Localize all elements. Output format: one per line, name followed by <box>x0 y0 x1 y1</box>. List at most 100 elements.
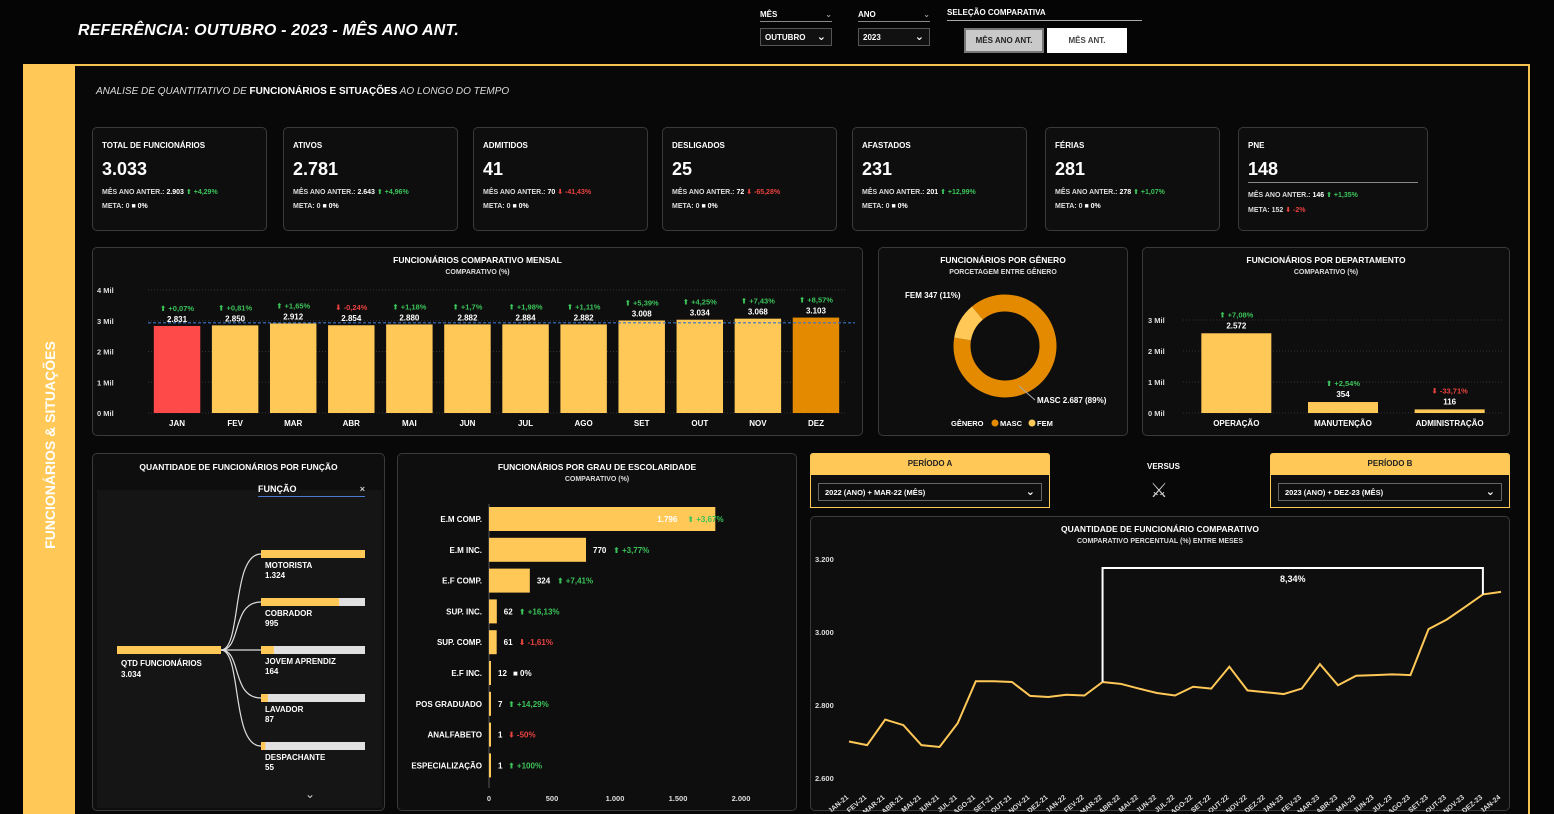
tree-node-bar <box>261 742 266 750</box>
periodo-b-box: 2023 (ANO) + DEZ-23 (MÊS) ⌄ <box>1270 475 1510 508</box>
year-filter-label: ANO <box>858 10 876 19</box>
trend-card: QUANTIDADE DE FUNCIONÁRIO COMPARATIVO CO… <box>810 516 1510 812</box>
x-tick-label: MANUTENÇÃO <box>1314 419 1372 428</box>
bar-escolaridade <box>489 537 587 562</box>
kpi-meta: META: 0 ■ 0% <box>672 203 718 210</box>
y-tick-label: E.F INC. <box>451 669 482 678</box>
segment-mes-ant-button[interactable]: MÊS ANT. <box>1047 28 1127 53</box>
funcao-filter[interactable]: FUNÇÃO × <box>258 484 365 497</box>
chevron-down-icon: ⌄ <box>305 787 315 801</box>
funcao-card: QUANTIDADE DE FUNCIONÁRIOS POR FUNÇÃO QT… <box>92 453 385 811</box>
kpi-value: 231 <box>862 159 893 179</box>
bar-escolaridade <box>489 722 491 747</box>
bar-escolaridade <box>489 507 716 531</box>
bar-pct-label: ⬆ +1,65% <box>276 301 310 310</box>
x-tick-label: NOV <box>749 419 767 428</box>
dept-chart: 3 Mil 2 Mil 1 Mil 0 Mil 2.572 ⬆ +7,08% OPERAÇÃ… <box>1148 310 1503 428</box>
funcao-filter-label: FUNÇÃO <box>258 484 297 494</box>
crossed-swords-icon: ⚔ <box>1150 480 1168 502</box>
tree-node-label: DESPACHANTE <box>265 753 326 762</box>
segment-mes-ano-ant-button[interactable]: MÊS ANO ANT. <box>964 28 1044 53</box>
tree-node-value: 87 <box>265 715 274 724</box>
x-tick-label: ABR <box>343 419 361 428</box>
bar-value-label: 1.796 <box>657 515 678 524</box>
bar-value-label: 3.008 <box>632 310 653 319</box>
bar-value-label: 324 <box>537 577 551 586</box>
tree-link <box>220 649 262 699</box>
fem-label: FEM 347 (11%) <box>905 291 961 300</box>
y-tick-label: SUP. INC. <box>446 607 482 616</box>
y-tick-label: 0 Mil <box>97 409 114 418</box>
periodo-a-box: 2022 (ANO) + MAR-22 (MÊS) ⌄ <box>810 475 1050 508</box>
y-tick-label: 2 Mil <box>97 348 114 357</box>
escolaridade-card: FUNCIONÁRIOS POR GRAU DE ESCOLARIDADE CO… <box>397 453 797 811</box>
comparison-selection-label: SELEÇÃO COMPARATIVA <box>947 8 1142 21</box>
periodo-a-select[interactable]: 2022 (ANO) + MAR-22 (MÊS) ⌄ <box>818 483 1042 501</box>
periodo-a-value: 2022 (ANO) + MAR-22 (MÊS) <box>825 488 926 497</box>
year-filter[interactable]: ANO ⌄ 2023 ⌄ <box>858 10 930 46</box>
bar-value-label: 12 <box>498 669 507 678</box>
bar-pct-label: ⬆ +0,81% <box>218 303 252 312</box>
kpi-comparison: MÊS ANO ANTER.: 2.903 ⬆ +4,29% <box>102 189 218 196</box>
bar-value-label: 2.882 <box>574 313 595 322</box>
bar-pct-label: ⬆ +1,11% <box>567 302 601 311</box>
y-tick-label: 4 Mil <box>97 286 114 295</box>
tree-node-label: JOVEM APRENDIZ <box>265 657 336 666</box>
kpi-card: ADMITIDOS 41 MÊS ANO ANTER.: 70 ⬇ -41,43… <box>473 127 648 231</box>
close-icon[interactable]: × <box>359 484 365 494</box>
bar-pct-label: ⬆ +2,54% <box>1326 379 1360 388</box>
x-tick-label: 2.000 <box>732 794 751 803</box>
bar-value-label: 61 <box>504 638 513 647</box>
tree-node-label: LAVADOR <box>265 705 304 714</box>
chevron-down-icon: ⌄ <box>914 31 924 43</box>
bar-value-label: 770 <box>593 546 607 555</box>
month-filter[interactable]: MÊS ⌄ OUTUBRO ⌄ <box>760 10 832 46</box>
kpi-value: 148 <box>1248 159 1418 183</box>
bar-value-label: 3.068 <box>748 308 769 317</box>
tree-root-bar <box>117 646 221 654</box>
kpi-comparison: MÊS ANO ANTER.: 2.643 ⬆ +4,96% <box>293 189 409 196</box>
bar-dept <box>1308 402 1378 413</box>
y-tick-label: 1 Mil <box>1148 378 1165 387</box>
x-tick-label: 1.500 <box>669 794 688 803</box>
tree-node-value: 1.324 <box>265 571 286 580</box>
bar-jul <box>502 324 549 413</box>
chevron-down-icon: ⌄ <box>1025 486 1035 498</box>
bar-dept <box>1414 409 1485 413</box>
period-diff-label: 8,34% <box>1280 574 1306 584</box>
year-select[interactable]: 2023 ⌄ <box>858 28 930 46</box>
bar-set <box>618 320 665 413</box>
kpi-meta: META: 0 ■ 0% <box>862 203 908 210</box>
kpi-comparison: MÊS ANO ANTER.: 72 ⬇ -65,28% <box>672 189 781 196</box>
tree-node-bar <box>261 646 274 654</box>
x-tick-label: DEZ <box>808 419 824 428</box>
side-label: FUNCIONÁRIOS & SITUAÇÕES <box>42 341 58 549</box>
dept-chart-card: FUNCIONÁRIOS POR DEPARTAMENTO COMPARATIV… <box>1142 247 1510 436</box>
kpi-meta: META: 0 ■ 0% <box>293 203 339 210</box>
bar-mar <box>269 323 317 413</box>
x-tick-label: JUN <box>459 419 475 428</box>
bar-abr <box>328 325 375 413</box>
kpi-card: FÉRIAS 281 MÊS ANO ANTER.: 278 ⬆ +1,07% … <box>1045 127 1220 231</box>
bar-mai <box>386 324 433 413</box>
bar-value-label: 2.882 <box>457 313 478 322</box>
side-bar <box>23 64 75 814</box>
bar-pct-label: ⬆ +5,39% <box>625 299 659 308</box>
kpi-title: DESLIGADOS <box>672 141 725 150</box>
bar-escolaridade <box>489 691 491 716</box>
y-tick-label: 3.200 <box>815 555 834 564</box>
bar-value-label: 354 <box>1336 390 1350 399</box>
kpi-title: ADMITIDOS <box>483 141 528 150</box>
bar-pct-label: ⬆ +1,7% <box>453 302 483 311</box>
y-tick-label: ESPECIALIZAÇÃO <box>411 761 482 770</box>
kpi-value: 25 <box>672 159 693 179</box>
bar-escolaridade <box>489 661 491 685</box>
y-tick-label: E.M COMP. <box>440 515 482 524</box>
periodo-b-header: PERÍODO B <box>1270 453 1510 475</box>
tree-root-value: 3.034 <box>121 670 142 679</box>
x-tick-label: 1.000 <box>606 794 625 803</box>
tree-link <box>220 553 262 651</box>
periodo-b-select[interactable]: 2023 (ANO) + DEZ-23 (MÊS) ⌄ <box>1278 483 1502 501</box>
month-select[interactable]: OUTUBRO ⌄ <box>760 28 832 46</box>
y-tick-label: 1 Mil <box>97 378 114 387</box>
